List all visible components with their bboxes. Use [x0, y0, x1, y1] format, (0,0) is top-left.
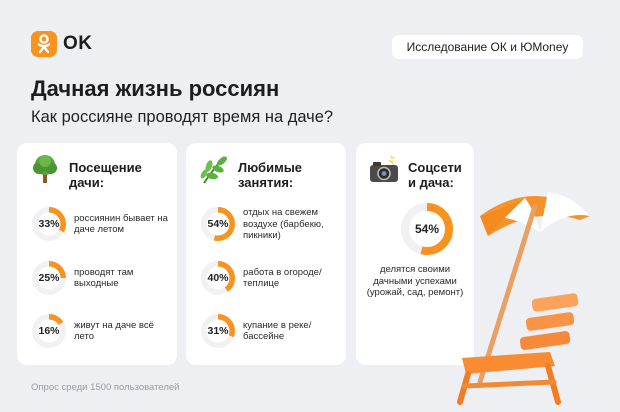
study-badge: Исследование ОК и ЮMoney: [392, 35, 583, 59]
stat-text: россиянин бывает на даче летом: [74, 212, 168, 236]
ring-arc: [201, 261, 235, 295]
percent-ring: 25%: [32, 261, 66, 295]
stat-row: 31% купание в реке/ бассейне: [201, 314, 343, 348]
card-title: Соцсети и дача:: [408, 160, 462, 190]
percent-ring: 54%: [401, 203, 453, 255]
card-activities: Любимые занятия: 54% отдых на свежем воз…: [186, 143, 346, 365]
stat-row: 16% живут на даче всё лето: [32, 314, 174, 348]
stat-text: работа в огороде/ теплице: [243, 266, 322, 290]
herb-icon: [198, 153, 230, 185]
beach-chair-umbrella-illustration: [440, 176, 620, 412]
stat-text: купание в реке/ бассейне: [243, 319, 312, 343]
percent-ring: 54%: [201, 207, 235, 242]
ring-arc: [401, 203, 453, 255]
ring-arc: [32, 207, 66, 241]
ring-arc: [201, 314, 235, 348]
stat-row: 40% работа в огороде/ теплице: [201, 261, 343, 295]
card-visits: Посещение дачи: 33% россиянин бывает на …: [17, 143, 177, 365]
tree-icon: [29, 153, 61, 185]
stat-text: проводят там выходные: [74, 266, 134, 290]
brand-name: OK: [63, 33, 93, 54]
percent-ring: 31%: [201, 314, 235, 348]
stat-text: живут на даче всё лето: [74, 319, 154, 343]
page-title: Дачная жизнь россиян: [31, 76, 280, 101]
stat-row: 54% отдых на свежем воздухе (барбекю, пи…: [201, 207, 343, 242]
card-title: Любимые занятия:: [238, 160, 303, 190]
stat-row: 25% проводят там выходные: [32, 261, 174, 295]
stat-row: 33% россиянин бывает на даче летом: [32, 207, 174, 241]
page-subtitle: Как россияне проводят время на даче?: [31, 108, 334, 126]
camera-flash-icon: [368, 153, 400, 185]
ring-arc: [32, 261, 66, 295]
brand-logo: OK: [31, 31, 93, 57]
stat-text: отдых на свежем воздухе (барбекю, пикник…: [243, 207, 324, 241]
card-social: Соцсети и дача:: [356, 143, 474, 365]
stat-text: делятся своими дачными успехами (урожай,…: [366, 264, 464, 298]
survey-footnote: Опрос среди 1500 пользователей: [31, 382, 180, 393]
card-title: Посещение дачи:: [69, 160, 142, 190]
odnoklassniki-logo-icon: [31, 31, 57, 57]
ring-arc: [32, 314, 66, 348]
percent-ring: 40%: [201, 261, 235, 295]
percent-ring: 16%: [32, 314, 66, 348]
ring-arc: [201, 207, 235, 242]
percent-ring: 33%: [32, 207, 66, 241]
